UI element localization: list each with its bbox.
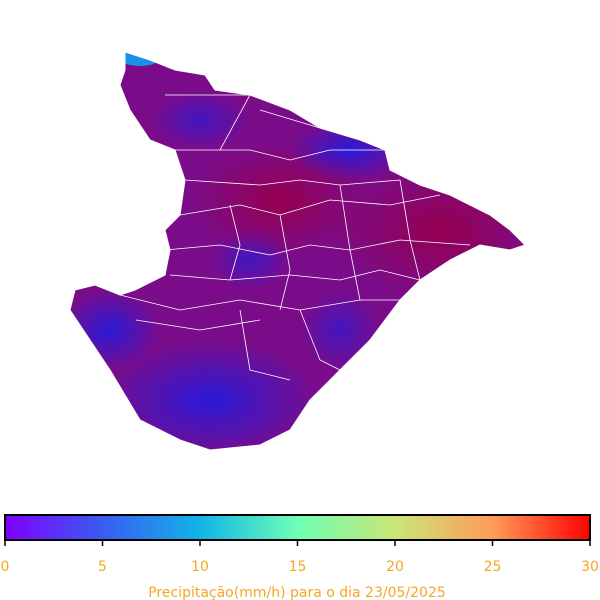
tick-label: 0 [1, 559, 10, 575]
tick-label: 5 [98, 559, 107, 575]
tick-label: 25 [484, 559, 502, 575]
colorbar-ticks: 0 5 10 15 20 25 30 [1, 540, 599, 575]
tick-label: 10 [191, 559, 209, 575]
tick-label: 20 [386, 559, 404, 575]
precipitation-map [70, 52, 525, 450]
colorbar [4, 514, 591, 541]
colorbar-label: Precipitação(mm/h) para o dia 23/05/2025 [148, 585, 446, 600]
tick-label: 30 [581, 559, 599, 575]
municipal-borders [119, 94, 471, 381]
tick-label: 15 [289, 559, 307, 575]
